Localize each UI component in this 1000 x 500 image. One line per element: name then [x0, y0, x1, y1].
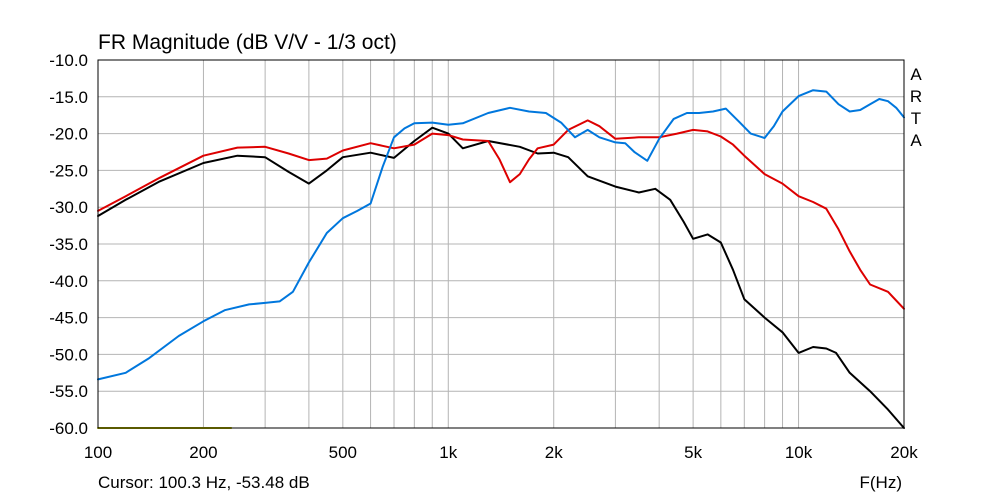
y-tick-label: -45.0	[49, 309, 88, 328]
watermark-letter: R	[910, 87, 922, 106]
x-axis-tick-labels: 100 200 500 1k 2k 5k 10k 20k	[84, 443, 918, 462]
chart-title: FR Magnitude (dB V/V - 1/3 oct)	[98, 31, 397, 54]
plot-frame	[97, 59, 905, 429]
y-tick-label: -35.0	[49, 235, 88, 254]
plot-grid	[98, 60, 904, 428]
series-line-2	[97, 119, 905, 310]
y-tick-label: -55.0	[49, 382, 88, 401]
y-tick-label: -40.0	[49, 272, 88, 291]
x-tick-label: 10k	[785, 443, 813, 462]
x-axis-label: F(Hz)	[860, 473, 902, 492]
y-tick-label: -20.0	[49, 125, 88, 144]
y-tick-label: -25.0	[49, 161, 88, 180]
y-axis-tick-labels: -10.0 -15.0 -20.0 -25.0 -30.0 -35.0 -40.0 -45.0…	[49, 51, 88, 438]
cursor-readout: Cursor: 100.3 Hz, -53.48 dB	[98, 473, 310, 492]
y-tick-label: -10.0	[49, 51, 88, 70]
x-tick-label: 1k	[439, 443, 457, 462]
x-tick-label: 100	[84, 443, 112, 462]
y-tick-label: -15.0	[49, 88, 88, 107]
y-tick-label: -50.0	[49, 345, 88, 364]
x-tick-label: 20k	[890, 443, 918, 462]
x-tick-label: 2k	[545, 443, 563, 462]
y-tick-label: -60.0	[49, 419, 88, 438]
watermark-letter: A	[910, 65, 922, 84]
series-line-1	[97, 126, 905, 429]
series-line-3	[97, 89, 905, 381]
x-tick-label: 200	[189, 443, 217, 462]
x-tick-label: 500	[329, 443, 357, 462]
watermark-letter: T	[911, 109, 921, 128]
x-tick-label: 5k	[684, 443, 702, 462]
watermark-letter: A	[910, 131, 922, 150]
y-tick-label: -30.0	[49, 198, 88, 217]
